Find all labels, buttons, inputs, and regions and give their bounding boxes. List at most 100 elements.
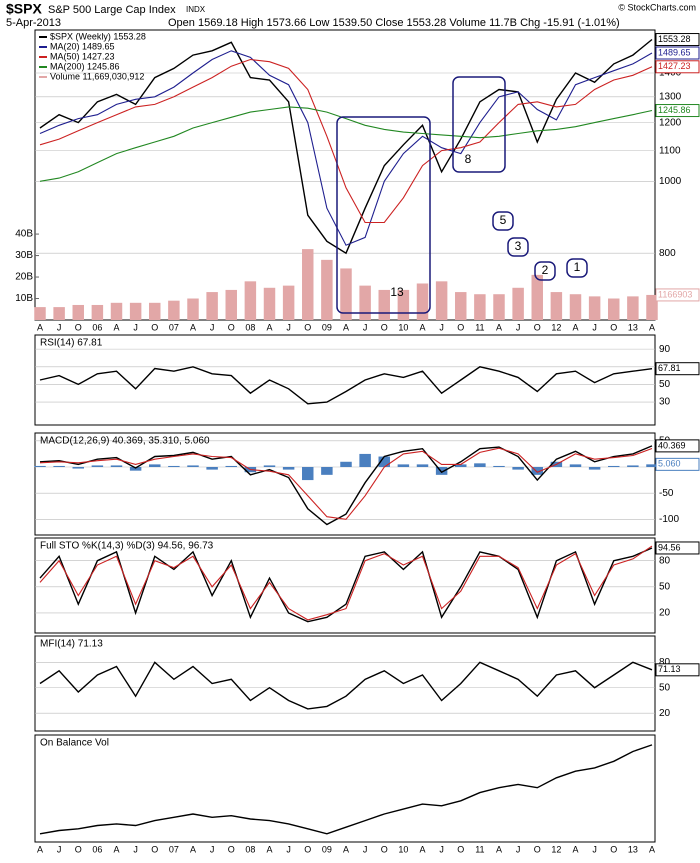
x-tick-label: J (286, 322, 291, 332)
y-tick-label: -50 (659, 488, 674, 499)
y2-tick-label: 40B (15, 229, 33, 240)
bar (72, 467, 84, 469)
x-tick-label: A (37, 322, 43, 332)
x-tick-label: 13 (628, 844, 638, 854)
bar (187, 465, 199, 467)
x-tick-label: A (572, 844, 578, 854)
bar (340, 268, 352, 320)
x-tick-label: A (572, 322, 578, 332)
annotation-box (507, 237, 529, 257)
bar (359, 285, 371, 320)
annotation-label: 5 (500, 213, 507, 227)
x-tick-label: J (286, 844, 291, 854)
bar (588, 467, 601, 470)
x-tick-label: J (592, 844, 597, 854)
bar (359, 453, 371, 467)
x-tick-label: A (190, 322, 196, 332)
panel-frame (34, 334, 656, 426)
y-tick-label: 80 (659, 657, 671, 668)
x-tick-label: 08 (245, 322, 255, 332)
series-line (39, 661, 653, 710)
bar (627, 465, 639, 467)
panel-title: MFI(14) 71.13 (40, 639, 103, 650)
y-tick-label: 20 (659, 608, 671, 619)
bar (531, 274, 543, 320)
x-tick-label: A (419, 322, 425, 332)
x-tick-label: J (210, 322, 215, 332)
x-tick-label: O (151, 844, 158, 854)
bar (512, 287, 524, 320)
y-tick-label: 1100 (659, 145, 681, 156)
x-tick-label: 07 (169, 322, 179, 332)
x-tick-label: A (190, 844, 196, 854)
bar (455, 464, 467, 467)
x-tick-label: 08 (245, 844, 255, 854)
value-tag-box (655, 288, 700, 302)
x-tick-label: J (210, 844, 215, 854)
bar (378, 456, 390, 467)
y-tick-label: 90 (659, 344, 671, 355)
x-tick-label: J (439, 844, 444, 854)
panel-title: Full STO %K(14,3) %D(3) 94.56, 96.73 (40, 541, 214, 552)
bar (608, 465, 620, 467)
x-tick-label: A (37, 844, 43, 854)
legend-label: MA(200) 1245.86 (50, 61, 120, 71)
annotation-label: 8 (465, 152, 472, 166)
x-tick-label: J (133, 844, 138, 854)
annotation-box (492, 211, 514, 231)
value-tag-box (655, 663, 700, 677)
value-tag-box (655, 104, 700, 118)
x-tick-label: A (343, 322, 349, 332)
bar (416, 283, 429, 320)
x-tick-label: A (266, 844, 272, 854)
x-tick-label: 11 (475, 844, 484, 854)
value-tag: 67.81 (658, 363, 681, 373)
bar (72, 304, 84, 320)
value-tag-box (655, 457, 700, 471)
series-line (39, 447, 653, 520)
y-tick-label: 50 (659, 682, 671, 693)
x-tick-label: O (75, 322, 82, 332)
panel-title: RSI(14) 67.81 (40, 338, 103, 349)
x-tick-label: A (496, 322, 502, 332)
x-tick-label: J (363, 322, 368, 332)
bar (435, 281, 448, 320)
value-tag: 71.13 (658, 664, 681, 674)
y-tick-label: 1300 (659, 91, 682, 102)
x-tick-label: O (304, 844, 311, 854)
bar (110, 302, 123, 320)
bar (225, 465, 237, 467)
bar (627, 296, 639, 320)
x-tick-label: O (534, 322, 541, 332)
bar (168, 465, 180, 467)
legend-label: Volume 11,669,030,912 (50, 71, 144, 81)
bar (493, 294, 505, 320)
y-tick-label: 50 (659, 379, 671, 390)
bar (397, 289, 410, 320)
x-tick-label: O (228, 322, 235, 332)
x-tick-label: J (57, 322, 62, 332)
x-tick-label: J (133, 322, 138, 332)
annotation-label: 3 (515, 239, 522, 253)
value-tag: 94.56 (658, 542, 681, 552)
bar (282, 467, 295, 470)
bar (569, 464, 582, 467)
value-tag-box (655, 362, 700, 376)
y-tick-label: 50 (659, 581, 671, 592)
value-tag: 5.060 (658, 459, 681, 469)
x-tick-label: 12 (551, 322, 561, 332)
x-tick-label: 10 (398, 844, 408, 854)
series-line (39, 445, 653, 526)
bar (187, 298, 199, 320)
bar (110, 465, 123, 467)
bar (455, 292, 467, 320)
x-tick-label: A (266, 322, 272, 332)
value-tag: 1553.28 (658, 34, 691, 44)
bar (646, 464, 658, 467)
series-line (39, 366, 653, 405)
value-tag: 1166903 (658, 289, 692, 299)
panel-frame (34, 734, 656, 843)
bar (608, 298, 620, 320)
x-tick-label: O (534, 844, 541, 854)
